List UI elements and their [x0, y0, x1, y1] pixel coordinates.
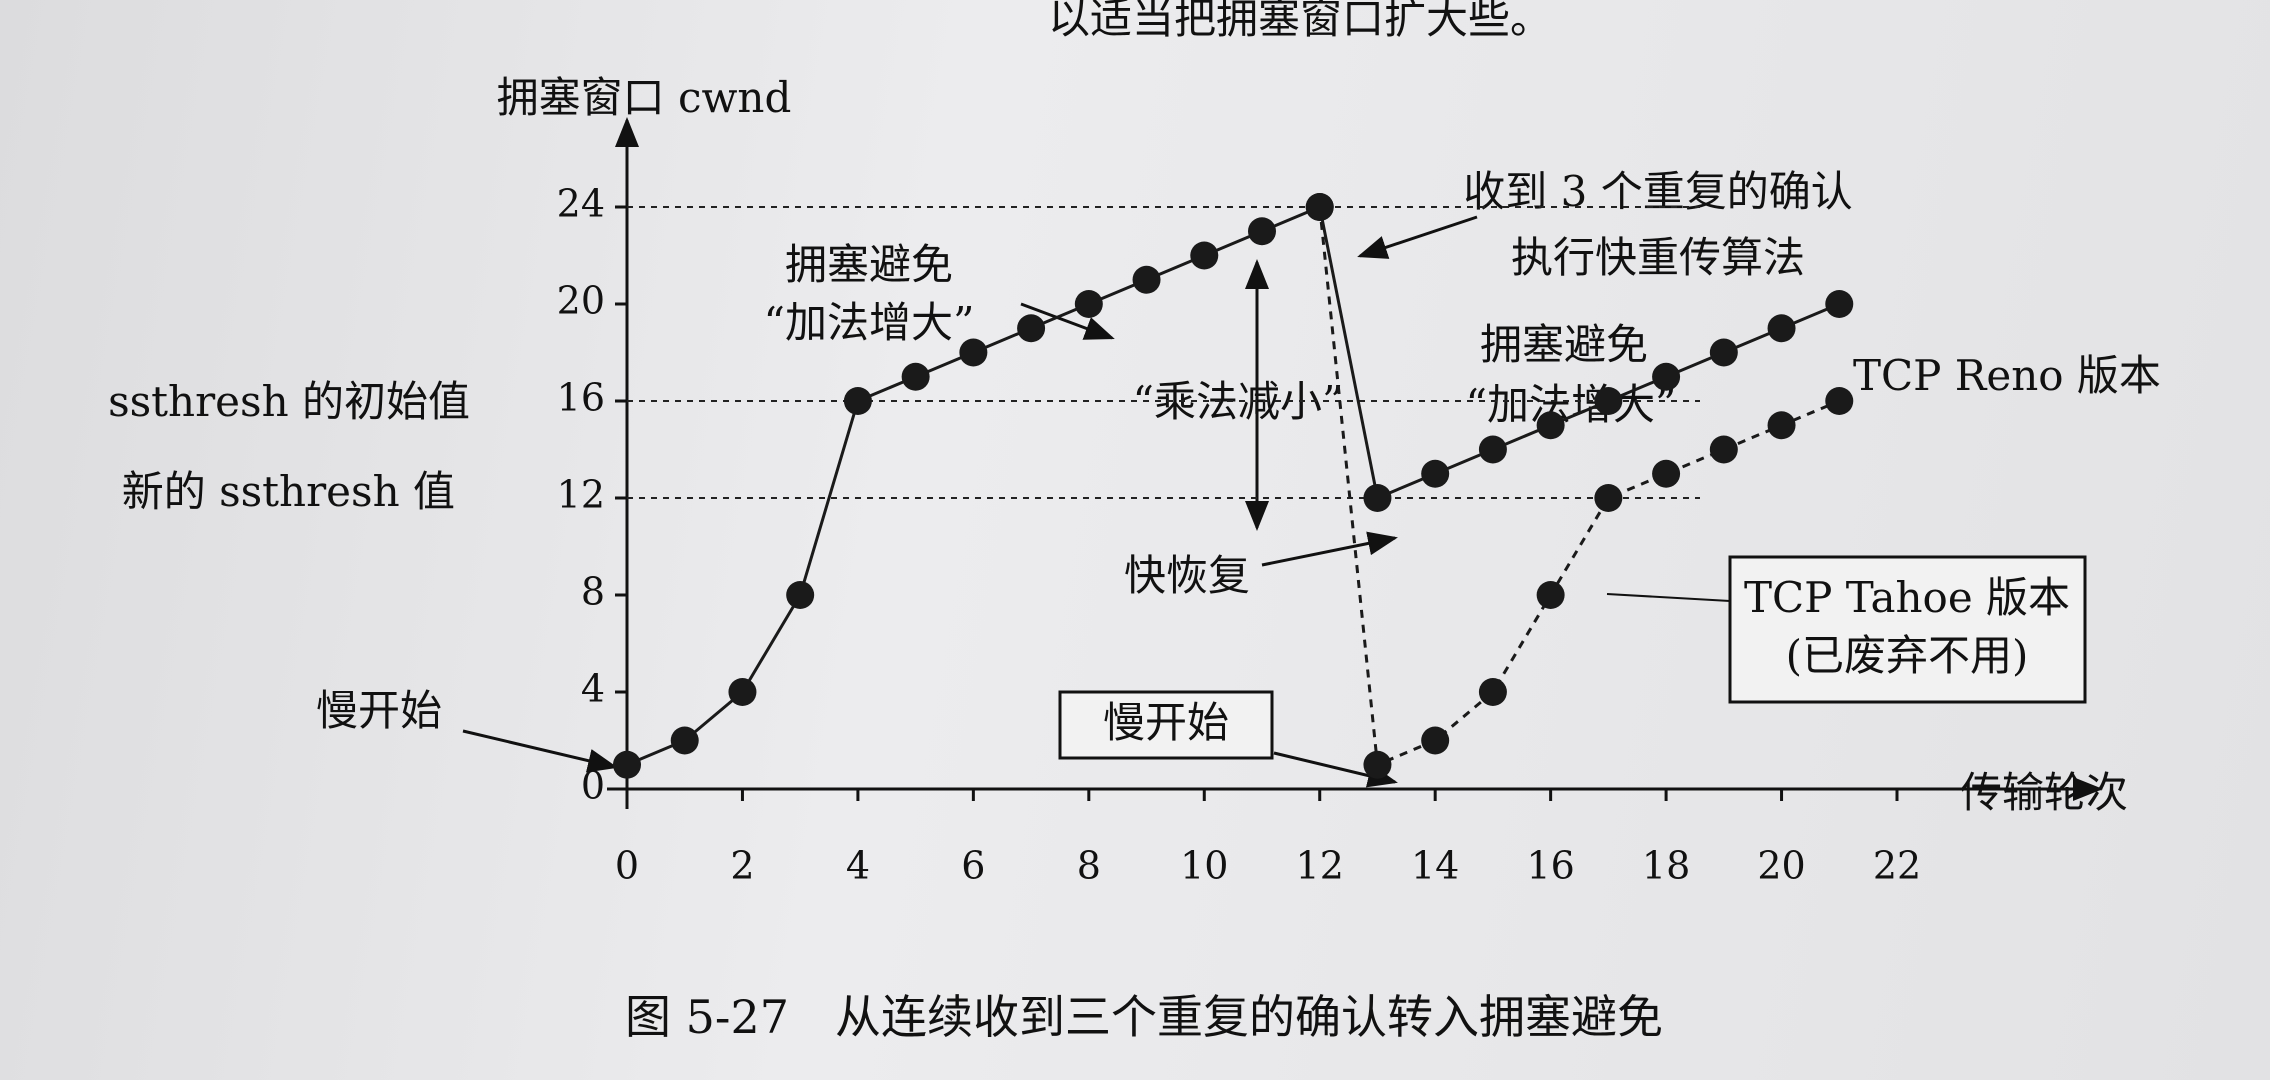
y-tick-label: 4: [581, 667, 605, 711]
data-point: [1478, 435, 1507, 464]
y-axis-label: 拥塞窗口 cwnd: [497, 73, 792, 122]
data-point: [901, 362, 930, 391]
data-point: [1536, 581, 1565, 609]
x-tick-label: 18: [1642, 844, 1690, 888]
annotation: “加法增大”: [1466, 380, 1677, 429]
data-point: [728, 678, 757, 706]
y-tick-label: 8: [581, 570, 605, 614]
data-point: [786, 581, 815, 609]
x-tick-label: 12: [1296, 844, 1344, 888]
data-point: [1709, 338, 1738, 367]
x-tick-label: 16: [1526, 844, 1574, 888]
series-line: [1318, 206, 1840, 767]
data-point: [1248, 217, 1276, 246]
data-point: [843, 387, 872, 415]
annotation: “加法增大”: [764, 298, 975, 347]
arrow: [1020, 302, 1115, 340]
data-point: [1652, 459, 1681, 488]
caption: 图 5-27 从连续收到三个重复的确认转入拥塞避免: [625, 990, 1663, 1044]
y-tick-label: 24: [557, 182, 605, 226]
x-tick-label: 4: [846, 844, 870, 888]
legend-note: (已废弃不用): [1786, 631, 2029, 680]
header-text: 以适当把拥塞窗口扩大些。: [1048, 0, 1552, 43]
x-tick-label: 0: [615, 844, 639, 888]
data-point: [1421, 459, 1450, 488]
data-point: [1017, 314, 1046, 343]
annotation: 慢开始: [316, 686, 442, 735]
annotation: 新的 ssthresh 值: [122, 467, 455, 516]
x-tick-label: 14: [1411, 844, 1459, 888]
annotation-box: [1058, 690, 1274, 760]
data-point: [1421, 726, 1450, 755]
y-tick-label: 20: [557, 279, 605, 323]
annotation: 慢开始: [1103, 698, 1229, 747]
x-tick-label: 22: [1873, 844, 1921, 888]
data-point: [670, 726, 699, 755]
x-tick-label: 2: [730, 844, 754, 888]
data-point: [1652, 362, 1681, 391]
arrow: [1261, 531, 1398, 567]
legend-leader: [1606, 593, 1731, 602]
data-point: [1478, 678, 1507, 706]
annotation: 执行快重传算法: [1511, 233, 1805, 282]
data-point: [1767, 411, 1796, 440]
data-point: [1132, 265, 1161, 294]
annotation: 快恢复: [1124, 551, 1250, 600]
y-tick-label: 0: [581, 764, 605, 808]
annotation: 拥塞避免: [1480, 320, 1648, 369]
arrow: [462, 729, 618, 773]
data-point: [1594, 387, 1623, 415]
x-tick-label: 20: [1757, 844, 1805, 888]
x-axis-label: 传输轮次: [1960, 768, 2128, 817]
annotation: 收到 3 个重复的确认: [1463, 167, 1852, 216]
data-point: [1709, 435, 1738, 464]
legend-box: [1728, 555, 2087, 704]
data-point: [959, 338, 988, 367]
x-tick-label: 8: [1077, 844, 1101, 888]
data-point: [613, 750, 641, 779]
data-point: [1190, 241, 1219, 270]
legend-entry: TCP Reno 版本: [1853, 351, 2161, 400]
annotation: 拥塞避免: [785, 240, 953, 289]
arrow: [1357, 215, 1478, 259]
legend-entry: TCP Tahoe 版本: [1744, 573, 2070, 622]
data-point: [1363, 484, 1392, 512]
data-point: [1074, 290, 1103, 318]
y-tick-label: 16: [557, 376, 605, 420]
data-point: [1536, 411, 1565, 440]
data-point: [1825, 387, 1854, 415]
data-point: [1594, 484, 1623, 512]
x-tick-label: 10: [1180, 844, 1228, 888]
y-tick-label: 12: [557, 473, 605, 517]
series-line: [626, 204, 1840, 767]
data-point: [1767, 314, 1796, 343]
data-point: [1305, 193, 1334, 221]
data-point: [1825, 290, 1854, 318]
annotation: ssthresh 的初始值: [108, 377, 470, 426]
data-point: [1363, 750, 1392, 779]
x-tick-label: 6: [961, 844, 985, 888]
